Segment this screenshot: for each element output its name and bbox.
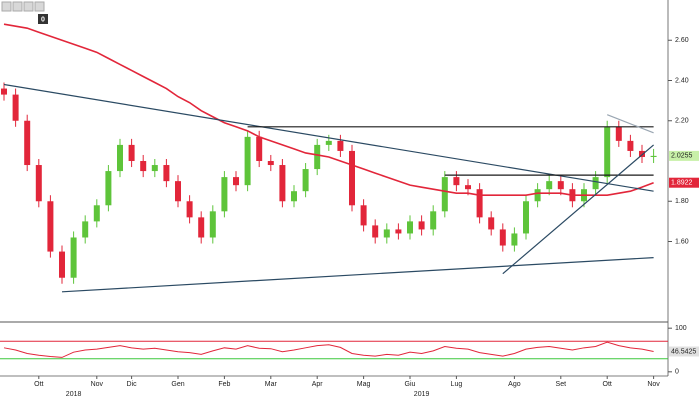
candle-body [349,150,355,206]
x-tick-label: Giu [405,381,416,388]
x-tick-label: Set [556,381,567,388]
y-tick-label: 0 [675,369,679,376]
candle-body [279,165,286,202]
price-tag [669,177,699,188]
y-tick-label: 1.60 [675,238,689,245]
x-tick-label: Mar [265,381,278,388]
candle-body [1,88,7,95]
value-tag [669,346,699,357]
price-tag-label: 1.8922 [671,180,693,187]
trendline [502,144,654,275]
candle-body [546,181,553,190]
candle-body [221,177,228,212]
candle-body [453,177,460,186]
candle-body [70,237,77,278]
candle-body [627,140,634,151]
candle-body [615,126,622,141]
candle-body [650,155,657,157]
candle-body [488,217,495,230]
badge[interactable] [38,14,48,24]
trendline [61,257,654,293]
candle-body [198,217,205,238]
trendline [606,114,654,134]
y-tick-label: 1.80 [675,198,689,205]
candle-body [395,229,402,234]
value-tag-label: 46.5425 [671,348,696,355]
candle-body [337,140,344,151]
candle-body [151,165,158,172]
x-tick-label: Mag [357,381,371,388]
x-tick-label: Ott [34,381,43,388]
candle-body [511,233,518,246]
x-tick-label: Nov [91,381,104,388]
candle-body [35,165,42,202]
y-tick-label: 100 [675,325,687,332]
candle-body [465,185,471,190]
x-tick-label: Dic [127,381,138,388]
y-tick-label: 2.20 [675,118,689,125]
candle-body [186,201,193,218]
candle-body [267,161,274,166]
candle-body [59,251,65,278]
candle-body [639,150,645,157]
candle-body [418,221,425,230]
badge-text: 0 [41,16,45,23]
year-label: 2018 [66,391,82,398]
candle-body [523,201,529,234]
candle-body [534,189,541,202]
candle-body [128,144,135,162]
tool-icon[interactable] [1,1,12,12]
candle-body [372,225,379,238]
candle-body [209,211,216,238]
x-tick-label: Apr [312,381,324,388]
moving-average [3,23,654,197]
candle-body [291,191,297,202]
candle-body [557,181,564,190]
candle-body [407,221,413,234]
price-tag [669,150,699,161]
candle-body [314,144,321,170]
x-tick-label: Ott [603,381,612,388]
candle-body [163,165,170,182]
tool-icon[interactable] [23,1,34,12]
x-tick-label: Lug [451,381,463,388]
tool-icon[interactable] [34,1,45,12]
candle-body [325,140,332,145]
candle-body [47,201,54,252]
candle-body [604,126,611,178]
candle-body [175,181,181,202]
candle-body [24,120,31,166]
year-label: 2019 [414,391,430,398]
candle-body [82,221,89,238]
candle-body [140,161,147,172]
candle-body [383,229,390,238]
toolbar: 0 [1,1,48,24]
x-tick-label: Ago [508,381,521,388]
candle-body [12,94,19,121]
candle-body [476,189,483,218]
candle-body [302,169,309,192]
candle-body [233,177,239,186]
price-tag-label: 2.0255 [671,153,693,160]
candle-body [360,205,367,226]
x-tick-label: Feb [218,381,230,388]
candle-body [117,144,123,172]
candle-body [441,177,448,212]
y-tick-label: 2.40 [675,77,689,84]
y-tick-label: 2.60 [675,37,689,44]
trendline [3,83,654,192]
candle-body [592,177,599,190]
candle-body [430,211,437,230]
candle-body [256,136,263,162]
candle-body [93,205,100,222]
x-tick-label: Gen [171,381,184,388]
x-tick-label: Nov [647,381,660,388]
candle-body [105,171,112,206]
candle-body [244,136,251,186]
tool-icon[interactable] [12,1,23,12]
candle-body [499,229,506,246]
oscillator-line [3,341,654,358]
